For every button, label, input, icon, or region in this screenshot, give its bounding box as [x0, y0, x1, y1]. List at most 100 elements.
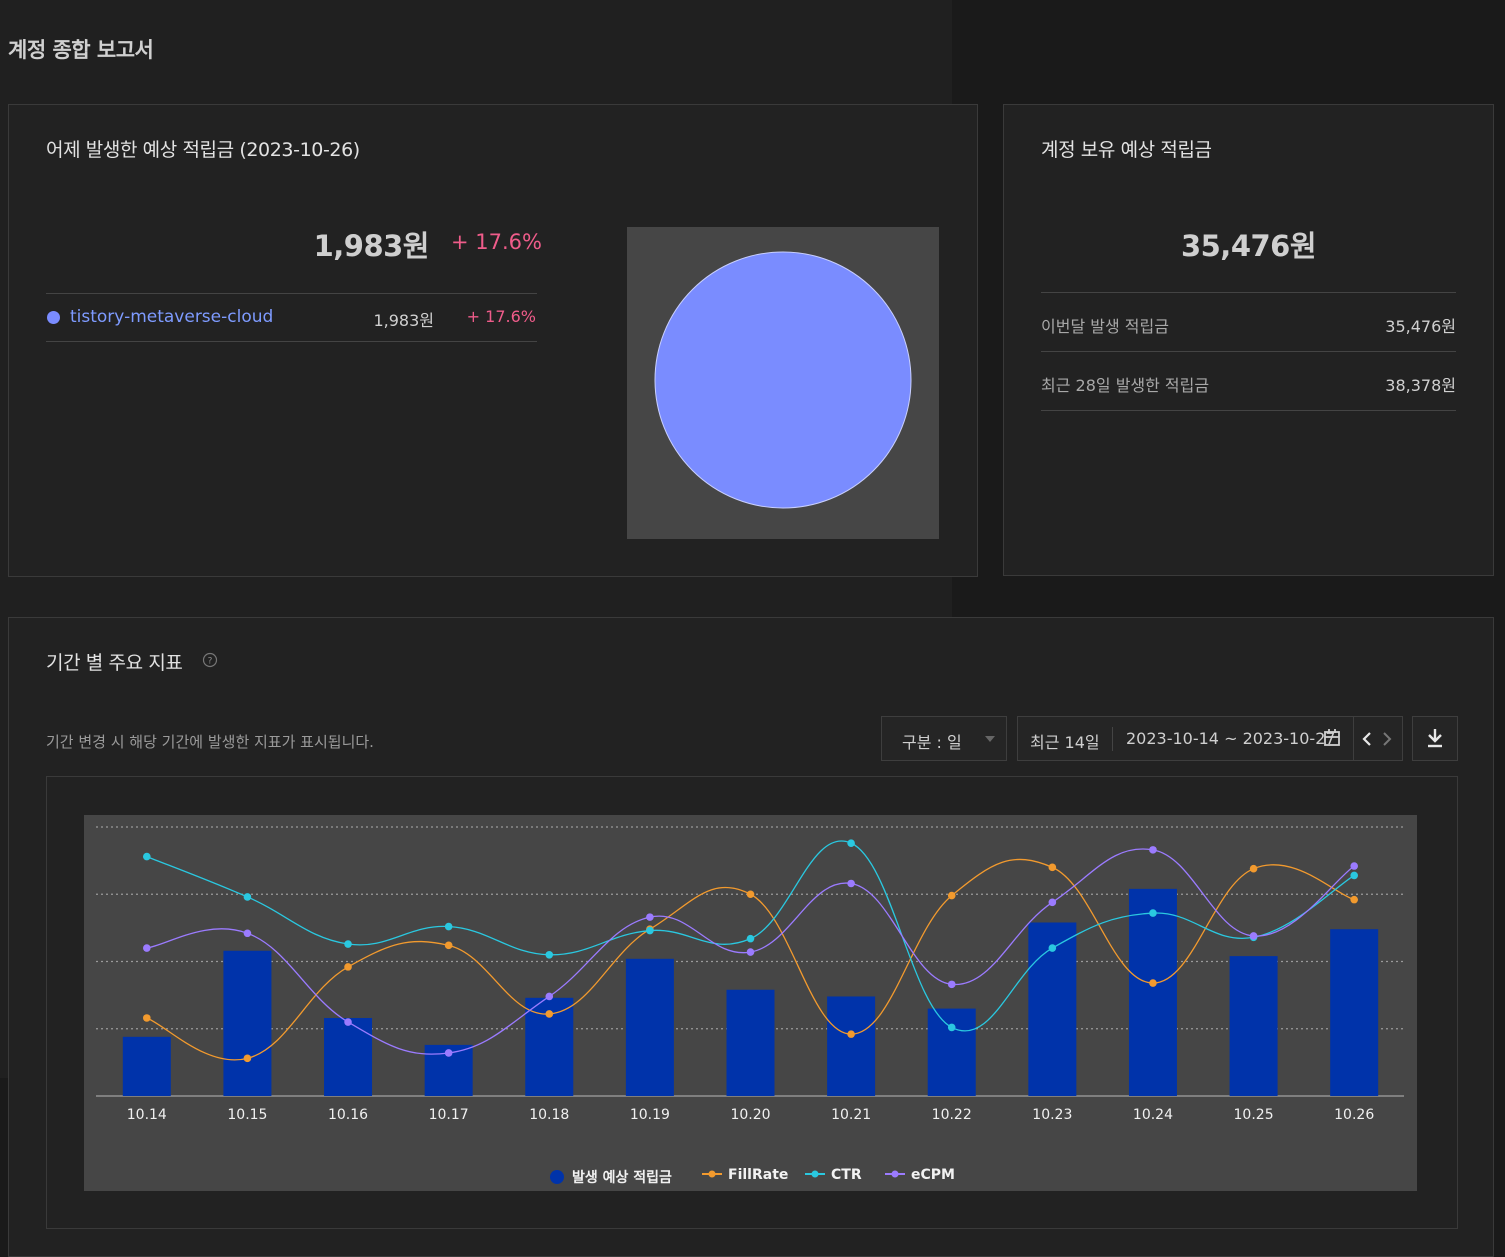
balance-card-title: 계정 보유 예상 적립금 [1041, 139, 1212, 161]
divider [1041, 410, 1456, 411]
period-description: 기간 변경 시 해당 기간에 발생한 지표가 표시됩니다. [46, 733, 374, 751]
data-point[interactable] [444, 1049, 453, 1057]
bar[interactable] [223, 950, 272, 1096]
divider [1112, 727, 1113, 751]
data-point[interactable] [1048, 944, 1057, 952]
date-range-picker[interactable]: 최근 14일 2023-10-14 ~ 2023-10-27 [1017, 716, 1403, 761]
x-tick-label: 10.15 [227, 1107, 267, 1123]
data-point[interactable] [1350, 871, 1358, 880]
legend-label: 발생 예상 적립금 [572, 1170, 672, 1186]
yesterday-card-title: 어제 발생한 예상 적립금 (2023-10-26) [46, 139, 360, 161]
data-point[interactable] [143, 1014, 151, 1022]
balance-amount: 35,476원 [1180, 229, 1317, 263]
legend-swatch [805, 1170, 825, 1178]
page-title: 계정 종합 보고서 [8, 38, 154, 62]
legend-swatch [702, 1170, 722, 1178]
data-point[interactable] [344, 940, 352, 948]
x-tick-label: 10.24 [1133, 1107, 1173, 1123]
date-range-text[interactable]: 2023-10-14 ~ 2023-10-27 [1126, 729, 1336, 748]
legend-ecpm[interactable]: eCPM [885, 1167, 955, 1183]
data-point[interactable] [1048, 863, 1057, 872]
x-tick-label: 10.20 [730, 1107, 770, 1123]
download-button[interactable] [1412, 716, 1458, 761]
legend-label: CTR [831, 1167, 862, 1183]
granularity-select[interactable]: 구분 : 일 [881, 716, 1007, 761]
x-tick-label: 10.19 [630, 1107, 670, 1123]
yesterday-amount: 1,983원 [313, 229, 430, 263]
data-point[interactable] [847, 839, 855, 847]
pie-slice[interactable] [654, 251, 912, 509]
yesterday-change: + 17.6% [451, 230, 542, 254]
chevron-down-icon [985, 736, 995, 742]
month-earnings-value: 35,476원 [1385, 317, 1456, 336]
legend-ctr[interactable]: CTR [805, 1167, 862, 1183]
data-point[interactable] [746, 948, 755, 956]
bar[interactable] [1128, 888, 1177, 1096]
metrics-chart: 10.14 10.15 10.16 10.17 10.18 10.19 10.20 10.21… [84, 815, 1417, 1191]
bar[interactable] [827, 996, 876, 1096]
bar[interactable] [1229, 956, 1278, 1096]
data-point[interactable] [344, 1018, 352, 1026]
data-point[interactable] [1249, 932, 1258, 940]
legend-bar-series[interactable]: 발생 예상 적립금 [550, 1167, 672, 1187]
question-circle-icon[interactable]: ? [202, 652, 218, 668]
data-point[interactable] [1149, 909, 1157, 917]
divider [46, 293, 537, 294]
legend-fillrate[interactable]: FillRate [702, 1167, 788, 1183]
data-point[interactable] [545, 950, 554, 959]
calendar-icon[interactable] [1323, 728, 1341, 748]
data-point[interactable] [847, 879, 855, 888]
data-point[interactable] [243, 929, 252, 938]
bar[interactable] [122, 1036, 171, 1096]
balance-card: 계정 보유 예상 적립금 35,476원 이번달 발생 적립금 35,476원 … [1003, 104, 1494, 576]
data-point[interactable] [243, 893, 252, 901]
last28-earnings-value: 38,378원 [1385, 376, 1456, 395]
bar[interactable] [1330, 929, 1379, 1096]
data-point[interactable] [646, 926, 654, 935]
x-tick-label: 10.21 [831, 1107, 871, 1123]
site-name-link[interactable]: tistory-metaverse-cloud [70, 307, 274, 327]
data-point[interactable] [1149, 979, 1157, 987]
data-point[interactable] [444, 941, 453, 950]
range-preset-label[interactable]: 최근 14일 [1030, 733, 1100, 752]
x-tick-label: 10.17 [429, 1107, 469, 1123]
x-tick-label: 10.18 [529, 1107, 569, 1123]
data-point[interactable] [143, 852, 151, 861]
legend-swatch [550, 1170, 564, 1184]
divider [1041, 292, 1456, 293]
month-earnings-label: 이번달 발생 적립금 [1041, 317, 1169, 336]
bar[interactable] [726, 989, 775, 1096]
data-point[interactable] [746, 934, 755, 943]
data-point[interactable] [947, 1023, 956, 1032]
data-point[interactable] [847, 1030, 855, 1038]
data-point[interactable] [143, 944, 151, 952]
data-point[interactable] [646, 913, 654, 921]
yesterday-earnings-card: 어제 발생한 예상 적립금 (2023-10-26) 1,983원 + 17.6… [8, 104, 978, 577]
data-point[interactable] [545, 1010, 554, 1018]
data-point[interactable] [545, 992, 554, 1001]
data-point[interactable] [1149, 846, 1157, 854]
data-point[interactable] [1350, 895, 1358, 904]
bar[interactable] [324, 1017, 373, 1096]
data-point[interactable] [1350, 862, 1358, 870]
download-icon [1428, 729, 1442, 748]
data-point[interactable] [746, 890, 755, 899]
chevron-left-icon[interactable] [1361, 731, 1373, 747]
x-tick-label: 10.14 [127, 1107, 167, 1123]
pie-chart [654, 251, 912, 509]
data-point[interactable] [1249, 864, 1258, 873]
data-point[interactable] [1048, 898, 1057, 907]
x-tick-label: 10.16 [328, 1107, 368, 1123]
last28-earnings-label: 최근 28일 발생한 적립금 [1041, 376, 1210, 395]
bar[interactable] [927, 1008, 976, 1096]
legend-label: eCPM [911, 1167, 955, 1183]
chevron-right-icon[interactable] [1381, 731, 1393, 747]
data-point[interactable] [344, 963, 352, 971]
granularity-select-value: 구분 : 일 [902, 733, 962, 752]
bar[interactable] [625, 958, 674, 1096]
data-point[interactable] [444, 922, 453, 931]
data-point[interactable] [947, 891, 956, 900]
data-point[interactable] [947, 980, 956, 989]
data-point[interactable] [243, 1054, 252, 1063]
site-change: + 17.6% [466, 307, 536, 326]
